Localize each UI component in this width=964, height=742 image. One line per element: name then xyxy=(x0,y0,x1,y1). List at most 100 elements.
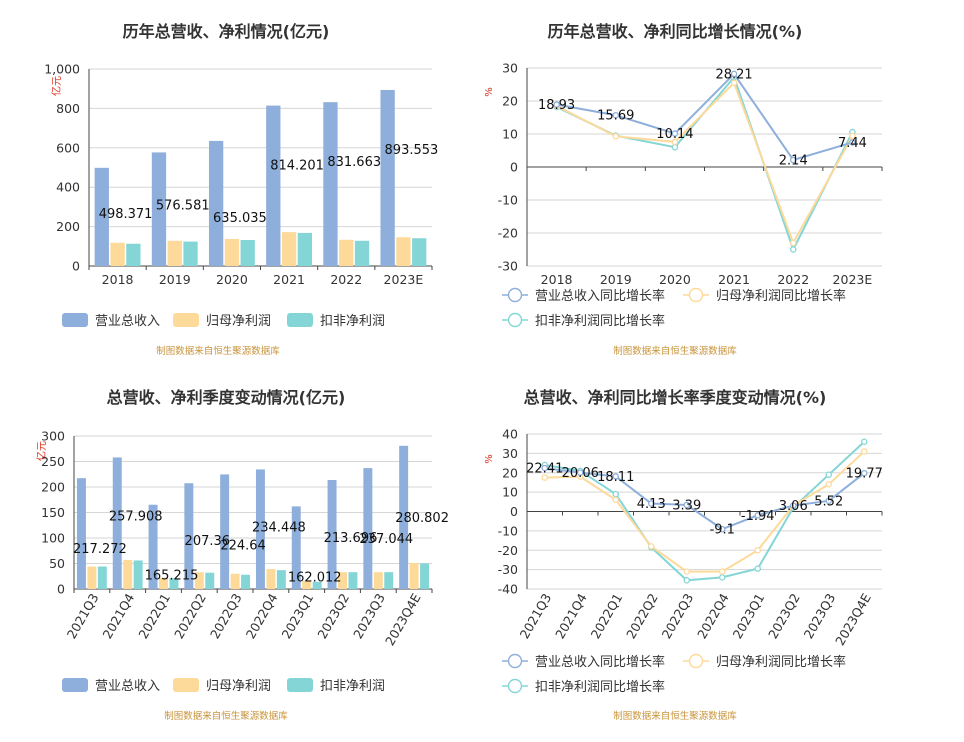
series-point xyxy=(718,574,726,581)
data-label: 635.035 xyxy=(213,211,267,226)
x-tick-label: 2022Q3 xyxy=(659,591,697,641)
x-tick-label: 2022Q1 xyxy=(588,591,626,641)
y-unit-label: % xyxy=(484,454,495,464)
data-label: 19.77 xyxy=(846,467,883,482)
legend-label: 扣非净利润同比增长率 xyxy=(535,679,665,695)
series-point xyxy=(789,156,797,164)
legend-swatch xyxy=(173,313,199,327)
series-point xyxy=(754,512,761,519)
data-label: 237.044 xyxy=(359,532,413,547)
data-label: 18.93 xyxy=(538,98,575,113)
chart-title: 历年总营收、净利情况(亿元) xyxy=(123,22,330,41)
bar xyxy=(412,238,427,266)
bar xyxy=(399,445,409,589)
x-tick-label: 2022Q4 xyxy=(694,591,732,641)
bar xyxy=(312,581,322,589)
bar xyxy=(94,167,109,266)
legend-swatch-circle xyxy=(507,312,523,328)
series-point xyxy=(612,490,619,498)
data-label: 5.52 xyxy=(814,494,843,509)
series-point xyxy=(789,239,797,247)
y-tick-label: 0 xyxy=(510,160,518,175)
bar xyxy=(339,239,354,266)
series-point xyxy=(671,143,679,151)
bar xyxy=(266,569,276,589)
bar xyxy=(291,506,301,589)
bar xyxy=(240,239,255,266)
legend-label: 归母净利润同比增长率 xyxy=(716,654,846,670)
data-label: 498.371 xyxy=(99,207,153,222)
data-label: 18.11 xyxy=(597,470,634,485)
x-tick-label: 2023Q4E xyxy=(832,591,874,648)
series-point xyxy=(612,473,619,480)
source-note: 制图数据来自恒生聚源数据库 xyxy=(613,345,737,357)
x-tick-label: 2021 xyxy=(273,272,305,287)
data-label: 2.14 xyxy=(779,153,808,168)
y-tick-label: 0 xyxy=(72,259,80,274)
series-point xyxy=(647,500,655,507)
y-unit-label: 亿元 xyxy=(35,441,48,461)
legend-swatch xyxy=(173,678,199,692)
data-label: 217.272 xyxy=(73,542,127,557)
bar xyxy=(396,237,411,266)
y-tick-label: 150 xyxy=(41,505,65,520)
series-point xyxy=(553,101,560,108)
legend-swatch-circle xyxy=(507,653,523,669)
series-point xyxy=(683,577,690,584)
series-point xyxy=(541,464,549,472)
data-label: 576.581 xyxy=(156,198,210,213)
legend-swatch-circle xyxy=(688,653,704,669)
data-label: 280.802 xyxy=(395,511,449,526)
legend-label: 营业总收入 xyxy=(95,679,160,694)
legend-label: 营业总收入 xyxy=(95,314,160,329)
chart-title: 历年总营收、净利同比增长情况(%) xyxy=(548,22,803,41)
bar xyxy=(348,572,358,589)
legend-swatch xyxy=(287,313,313,327)
legend-label: 归母净利润 xyxy=(206,679,271,694)
x-tick-label: 2021Q3 xyxy=(64,591,102,641)
data-label: 162.012 xyxy=(288,570,342,585)
bar xyxy=(151,152,167,266)
bar xyxy=(148,504,158,589)
data-label: 165.215 xyxy=(145,569,199,584)
series-point xyxy=(789,502,797,509)
data-label: 257.908 xyxy=(109,509,163,524)
bar xyxy=(224,239,240,266)
series-point xyxy=(612,111,619,119)
bar xyxy=(281,232,297,266)
series-point xyxy=(541,474,549,481)
series-point xyxy=(860,469,868,477)
annual-revenue-profit-panel: 历年总营收、净利情况(亿元) 亿元 0 200 400 600 800 1,000 2018… xyxy=(0,0,470,366)
data-label: 7.44 xyxy=(838,136,867,151)
x-tick-label: 2023Q2 xyxy=(314,591,352,641)
bar xyxy=(183,241,198,266)
data-label: 224.64 xyxy=(220,538,266,553)
legend-label: 归母净利润同比增长率 xyxy=(716,288,846,304)
series-point xyxy=(789,246,797,253)
y-tick-label: 250 xyxy=(41,454,65,469)
data-label: 3.39 xyxy=(672,498,701,513)
series-point xyxy=(683,501,690,509)
series-point xyxy=(718,525,726,533)
legend-swatch-circle xyxy=(507,678,523,694)
series-point xyxy=(825,497,832,505)
bar xyxy=(230,573,240,589)
bar xyxy=(420,563,430,589)
x-tick-label: 2018 xyxy=(102,272,134,287)
y-tick-label: 200 xyxy=(41,480,65,495)
bar xyxy=(76,478,86,589)
data-label: 213.696 xyxy=(324,531,378,546)
x-tick-label: 2022 xyxy=(330,272,362,287)
legend-swatch xyxy=(62,678,88,692)
quarterly-revenue-profit-panel: 总营收、净利季度变动情况(亿元) 亿元 0 50 100 150 200 250 300 20… xyxy=(0,370,470,736)
y-tick-label: -40 xyxy=(498,582,518,597)
x-tick-label: 2023Q1 xyxy=(279,591,317,641)
quarterly-growth-panel: 总营收、净利同比增长率季度变动情况(%) % -40 -30 -20 -10 0 10 20… xyxy=(470,370,940,736)
x-tick-label: 2023E xyxy=(833,272,873,287)
data-label: 20.06 xyxy=(562,466,599,481)
y-tick-label: -10 xyxy=(498,523,518,538)
x-tick-label: 2023Q1 xyxy=(730,591,768,641)
bar xyxy=(297,232,313,266)
bar xyxy=(205,572,215,589)
y-tick-label: 10 xyxy=(502,485,518,500)
